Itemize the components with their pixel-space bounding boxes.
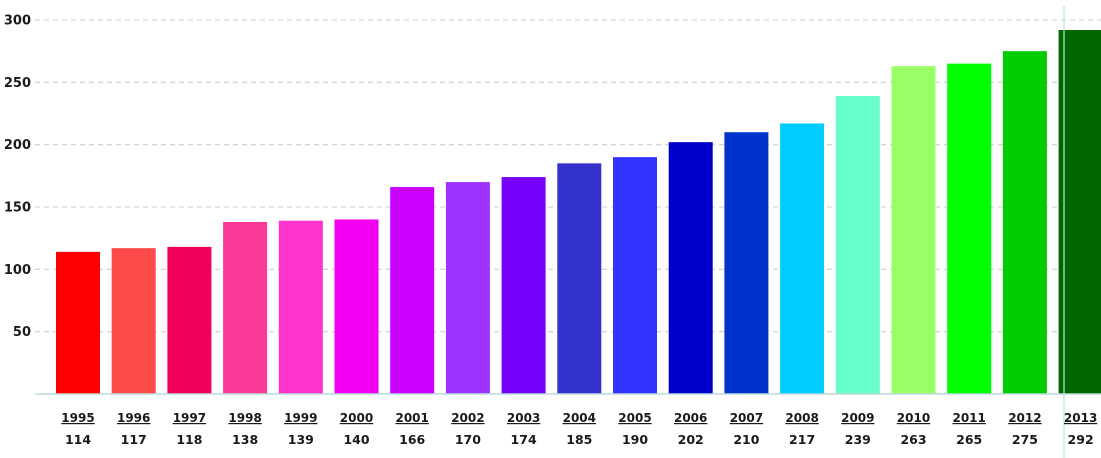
bar-2004 xyxy=(557,163,602,394)
bars xyxy=(56,29,1101,395)
value-label: 174 xyxy=(511,432,537,447)
bar-2010 xyxy=(891,66,936,395)
bar-1997 xyxy=(167,246,212,394)
bar-2006 xyxy=(668,142,713,394)
bar-2001 xyxy=(390,187,435,394)
bar-1996 xyxy=(111,248,156,394)
x-tick-label: 2007 xyxy=(730,411,763,425)
value-label: 140 xyxy=(343,432,369,447)
y-axis-tick-labels: 50 100 150 200 250 300 xyxy=(4,14,31,341)
x-tick-label: 2004 xyxy=(563,411,596,425)
bar-2012 xyxy=(1002,51,1047,395)
bar-2011 xyxy=(947,63,992,395)
x-tick-label: 2008 xyxy=(785,411,818,425)
x-tick-label: 1997 xyxy=(173,411,206,425)
value-labels: 114 117 118 138 139 140 166 170 174 185 190 202 210 2… xyxy=(65,432,1094,447)
bar-1998 xyxy=(223,221,268,394)
bar-2002 xyxy=(445,182,490,394)
value-label: 239 xyxy=(845,432,871,447)
value-label: 139 xyxy=(288,432,314,447)
y-tick-label: 50 xyxy=(13,325,31,340)
value-label: 275 xyxy=(1012,432,1038,447)
value-label: 117 xyxy=(121,432,147,447)
bar-1999 xyxy=(278,220,323,394)
x-tick-label: 2006 xyxy=(674,411,707,425)
value-label: 118 xyxy=(176,432,202,447)
x-tick-label: 2013 xyxy=(1064,411,1097,425)
bar-2007 xyxy=(724,132,769,394)
bar-2000 xyxy=(334,219,379,394)
x-tick-label: 2012 xyxy=(1008,411,1041,425)
bar-1995 xyxy=(56,251,100,394)
x-tick-label: 2009 xyxy=(841,411,874,425)
x-tick-label: 1995 xyxy=(61,411,94,425)
x-tick-label: 2005 xyxy=(618,411,651,425)
value-label: 166 xyxy=(399,432,425,447)
value-label: 170 xyxy=(455,432,481,447)
x-tick-label: 2000 xyxy=(340,411,373,425)
bar-2005 xyxy=(613,157,657,394)
bar-2009 xyxy=(835,96,880,395)
y-tick-label: 150 xyxy=(4,201,31,216)
value-label: 190 xyxy=(622,432,648,447)
x-tick-label: 2003 xyxy=(507,411,540,425)
x-tick-label: 1996 xyxy=(117,411,150,425)
value-label: 185 xyxy=(566,432,592,447)
x-tick-label: 2001 xyxy=(395,411,428,425)
value-label: 138 xyxy=(232,432,258,447)
value-label: 217 xyxy=(789,432,815,447)
bar-2013 xyxy=(1058,29,1101,395)
value-label: 202 xyxy=(678,432,704,447)
y-tick-label: 300 xyxy=(4,14,31,29)
value-label: 292 xyxy=(1068,432,1094,447)
x-axis-tick-labels: 1995 1996 1997 1998 1999 2000 2001 2002 2003 2004… xyxy=(61,411,1097,425)
value-label: 114 xyxy=(65,432,91,447)
value-label: 210 xyxy=(733,432,759,447)
y-tick-label: 100 xyxy=(4,263,31,278)
bar-2003 xyxy=(501,177,546,394)
y-tick-label: 200 xyxy=(4,138,31,153)
x-tick-label: 1999 xyxy=(284,411,317,425)
y-tick-label: 250 xyxy=(4,76,31,91)
x-tick-label: 2010 xyxy=(897,411,930,425)
x-tick-label: 2002 xyxy=(451,411,484,425)
value-label: 265 xyxy=(956,432,982,447)
x-tick-label: 1998 xyxy=(228,411,261,425)
value-label: 263 xyxy=(900,432,926,447)
bar-2008 xyxy=(780,123,825,395)
x-tick-label: 2011 xyxy=(952,411,985,425)
